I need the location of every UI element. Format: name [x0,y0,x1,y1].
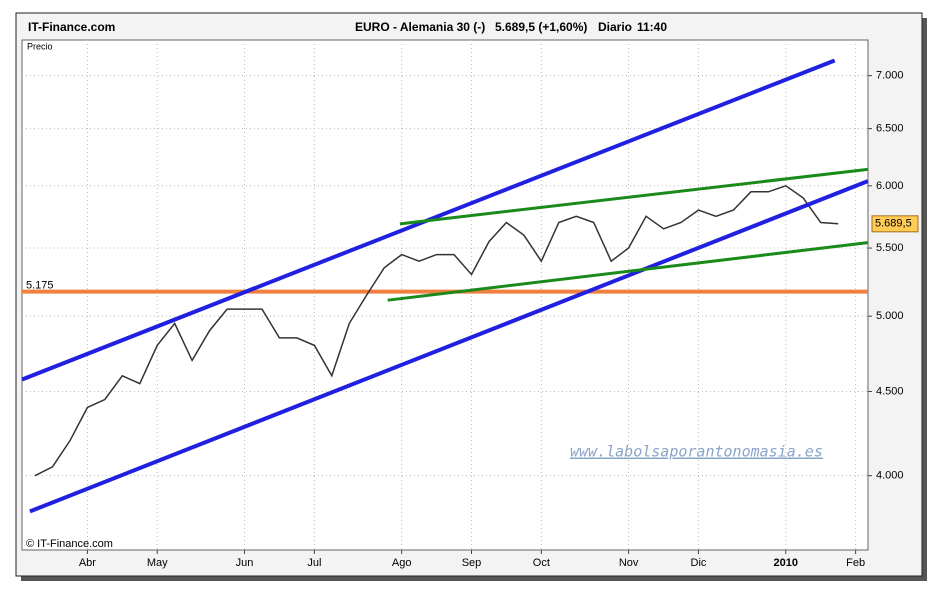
last-price-label: 5.689,5 [875,218,912,230]
y-tick-label: 4.500 [876,385,904,397]
chart-subtitle: 5.689,5 (+1,60%) [495,20,587,34]
brand: IT-Finance.com [28,20,115,34]
grid [22,40,868,550]
watermark: www.labolsaporantonomasia.es [570,443,823,461]
x-tick-label: Sep [462,557,482,569]
x-tick-label: 2010 [774,557,798,569]
time: 11:40 [637,20,667,34]
price-line [34,184,839,477]
x-tick-label: May [147,557,168,569]
trendline [399,167,869,226]
x-tick-label: Jul [307,557,321,569]
x-tick-label: Ago [392,557,412,569]
trendline [387,241,869,302]
last-price-box [871,215,919,233]
x-tick-label: Oct [533,557,550,569]
y-tick-label: 5.000 [876,310,904,322]
x-tick-label: Nov [619,557,639,569]
y-tick-label: 5.500 [876,242,904,254]
trendline [29,179,869,514]
x-tick-label: Jun [236,557,254,569]
y-tick-label: 7.000 [876,70,904,82]
copyright: © IT-Finance.com [26,538,113,550]
x-tick-label: Feb [846,557,865,569]
x-tick-label: Abr [79,557,96,569]
y-tick-label: 6.000 [876,180,904,192]
y-tick-label: 6.500 [876,123,904,135]
y-label: Precio [27,41,53,51]
chart-title: EURO - Alemania 30 (-) [355,20,485,34]
level-label: 5.175 [26,279,54,291]
y-tick-label: 4.000 [876,470,904,482]
plot-area [21,39,869,551]
period: Diario [598,20,632,34]
x-tick-label: Dic [691,557,707,569]
